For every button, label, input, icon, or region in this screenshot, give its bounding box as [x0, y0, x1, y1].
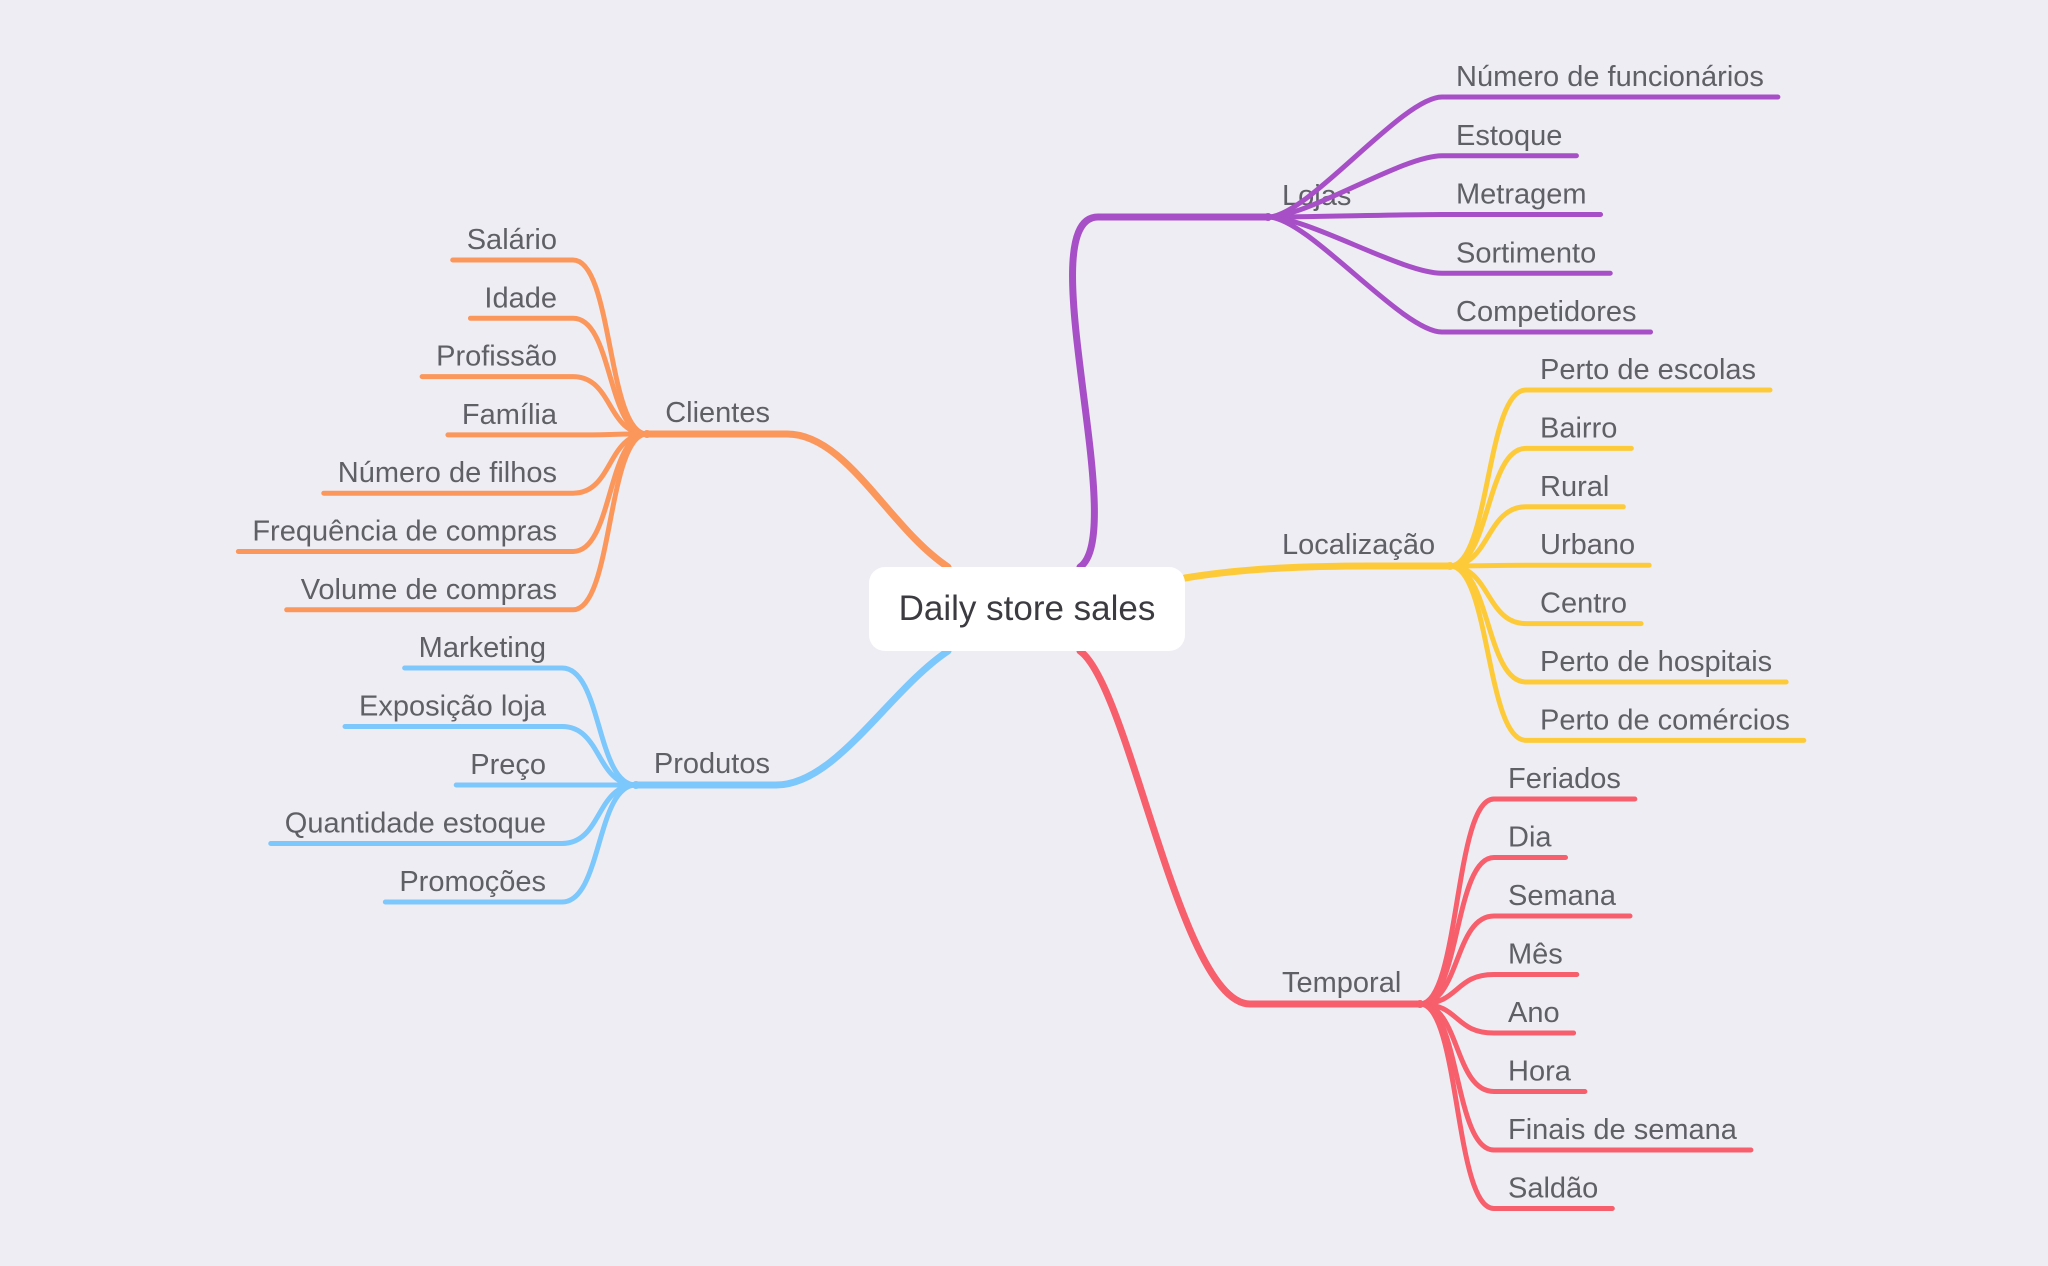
child-label: Profissão — [436, 341, 557, 373]
child-connector — [342, 724, 639, 788]
child-label: Marketing — [419, 632, 546, 664]
child-label: Urbano — [1540, 529, 1635, 561]
branch-connector-temporal — [1076, 647, 1424, 1008]
child-label: Número de funcionários — [1456, 61, 1764, 93]
child-connector — [1447, 445, 1634, 569]
child-connector — [284, 431, 650, 613]
child-label: Estoque — [1456, 120, 1562, 152]
child-label: Saldão — [1508, 1173, 1598, 1205]
branch-connector-localizacao — [1181, 562, 1454, 582]
child-connector — [1447, 504, 1626, 569]
child-connector — [402, 665, 639, 788]
child-label: Hora — [1508, 1056, 1572, 1088]
child-connector — [445, 431, 650, 438]
child-connector — [1265, 212, 1604, 220]
branch-connector-clientes — [643, 430, 952, 571]
child-label: Promoções — [399, 866, 546, 898]
child-connector — [1417, 913, 1633, 1007]
child-label: Frequência de compras — [252, 516, 557, 548]
child-connector — [382, 782, 639, 905]
child-label: Ano — [1508, 997, 1560, 1029]
child-label: Exposição loja — [359, 691, 547, 723]
branch-temporal: Temporal Feriados Dia Semana Mês Ano Hora Finai… — [1076, 647, 1754, 1211]
child-label: Feriados — [1508, 763, 1621, 795]
branch-clientes: Clientes Salário Idade Profissão Família Núme… — [235, 224, 952, 613]
child-label: Salário — [467, 224, 557, 256]
root-node-label: Daily store sales — [898, 589, 1156, 628]
child-label: Perto de hospitais — [1540, 646, 1772, 678]
branch-hub-clientes — [643, 430, 651, 438]
child-label: Família — [462, 399, 558, 431]
child-label: Perto de escolas — [1540, 354, 1756, 386]
child-connector — [1447, 563, 1807, 743]
child-label: Volume de compras — [301, 574, 557, 606]
child-connector — [1447, 562, 1652, 569]
child-label: Quantidade estoque — [285, 808, 546, 840]
child-label: Preço — [470, 749, 546, 781]
child-connector — [419, 374, 650, 437]
child-label: Semana — [1508, 880, 1617, 912]
child-connector — [1417, 1001, 1615, 1211]
child-label: Número de filhos — [338, 457, 557, 489]
child-label: Rural — [1540, 471, 1609, 503]
branch-produtos: Produtos Marketing Exposição loja Preço Quan… — [268, 632, 952, 905]
branch-connector-produtos — [632, 647, 952, 789]
child-label: Metragem — [1456, 179, 1587, 211]
root-node[interactable]: Daily store sales — [869, 567, 1185, 651]
branch-label-temporal: Temporal — [1282, 967, 1401, 999]
child-connector — [1265, 94, 1781, 220]
branch-hub-lojas — [1264, 213, 1272, 221]
child-label: Idade — [484, 282, 557, 314]
child-label: Mês — [1508, 939, 1563, 971]
child-label: Bairro — [1540, 412, 1617, 444]
child-connector — [1265, 153, 1579, 220]
branch-label-localizacao: Localização — [1282, 529, 1435, 561]
branch-connector-lojas — [1069, 213, 1272, 571]
branch-hub-temporal — [1416, 1000, 1424, 1008]
branch-hub-localizacao — [1446, 562, 1454, 570]
branch-label-clientes: Clientes — [665, 397, 770, 429]
branch-localizacao: Localização Perto de escolas Bairro Rural Ur… — [1181, 354, 1807, 743]
branch-hub-produtos — [632, 781, 640, 789]
branch-label-produtos: Produtos — [654, 748, 770, 780]
child-label: Finais de semana — [1508, 1114, 1738, 1146]
child-label: Centro — [1540, 588, 1627, 620]
child-label: Perto de comércios — [1540, 704, 1790, 736]
child-label: Dia — [1508, 822, 1552, 854]
child-connector — [467, 315, 650, 437]
child-label: Competidores — [1456, 296, 1637, 328]
child-label: Sortimento — [1456, 237, 1596, 269]
child-connector — [1265, 214, 1654, 335]
